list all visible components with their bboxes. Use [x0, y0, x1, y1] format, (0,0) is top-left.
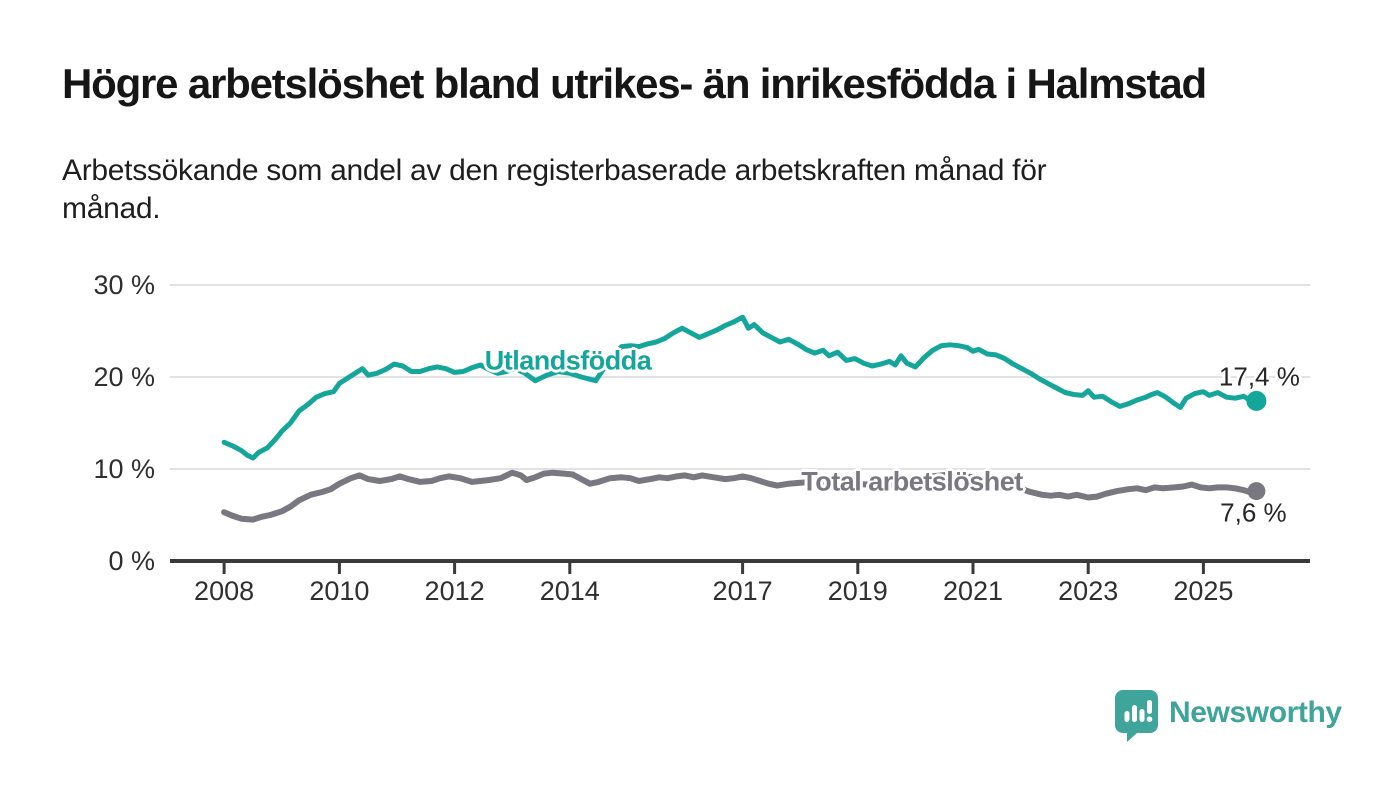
x-tick-label: 2010: [309, 576, 369, 606]
newsworthy-logo: Newsworthy: [1113, 688, 1342, 743]
series-line-utlandsfodda: [221, 314, 1259, 461]
x-tick-label: 2012: [425, 576, 485, 606]
chart-title: Högre arbetslöshet bland utrikes- än inr…: [62, 60, 1207, 107]
series-end-dot-total-arbetsloshet: [1247, 482, 1266, 501]
chart-subtitle: Arbetssökande som andel av den registerb…: [62, 152, 1047, 228]
x-tick-label: 2025: [1173, 576, 1233, 606]
x-tick-label: 2017: [713, 576, 773, 606]
logo-bar-chart-glyph: [1124, 700, 1153, 722]
x-tick-label: 2019: [828, 576, 888, 606]
y-tick-label: 20 %: [93, 362, 155, 392]
x-tick-label: 2008: [194, 576, 254, 606]
y-tick-label: 30 %: [93, 270, 155, 300]
newsworthy-logo-icon: [1115, 690, 1158, 742]
y-tick-label: 0 %: [108, 546, 155, 576]
series-end-dot-utlandsfodda: [1246, 390, 1267, 411]
series-line-total-arbetsloshet: [221, 469, 1260, 523]
x-tick-label: 2021: [943, 576, 1003, 606]
y-tick-label: 10 %: [93, 454, 155, 484]
x-tick-label: 2014: [540, 576, 600, 606]
subtitle-line-1: Arbetssökande som andel av den registerb…: [62, 154, 1047, 187]
subtitle-line-2: månad.: [62, 192, 161, 225]
brand-name: Newsworthy: [1169, 696, 1342, 729]
x-tick-label: 2023: [1058, 576, 1118, 606]
